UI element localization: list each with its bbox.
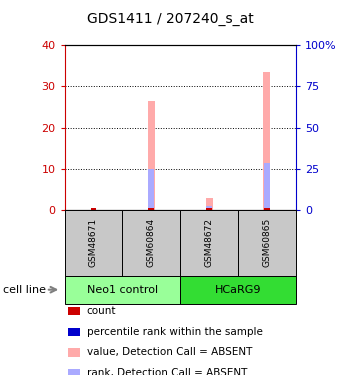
Bar [65, 210, 122, 276]
Text: Neo1 control: Neo1 control [87, 285, 158, 295]
Text: cell line: cell line [3, 285, 46, 295]
Bar [180, 210, 238, 276]
Bar [90, 209, 97, 210]
Text: rank, Detection Call = ABSENT: rank, Detection Call = ABSENT [87, 368, 247, 375]
Bar [264, 163, 270, 210]
Bar [180, 276, 296, 304]
Bar [206, 198, 212, 210]
Bar [148, 169, 154, 210]
Bar [148, 208, 154, 210]
Text: GSM48672: GSM48672 [205, 218, 214, 267]
Text: value, Detection Call = ABSENT: value, Detection Call = ABSENT [87, 348, 252, 357]
Bar [206, 206, 212, 210]
Text: count: count [87, 306, 116, 316]
Bar [206, 208, 212, 210]
Text: GDS1411 / 207240_s_at: GDS1411 / 207240_s_at [87, 12, 253, 26]
Text: GSM48671: GSM48671 [89, 218, 98, 267]
Bar [148, 101, 155, 210]
Bar [264, 208, 270, 210]
Bar [238, 210, 296, 276]
Bar [264, 72, 270, 210]
Bar [90, 208, 97, 210]
Text: GSM60865: GSM60865 [262, 218, 271, 267]
Bar [65, 276, 180, 304]
Text: percentile rank within the sample: percentile rank within the sample [87, 327, 262, 337]
Bar [122, 210, 180, 276]
Text: HCaRG9: HCaRG9 [215, 285, 261, 295]
Text: GSM60864: GSM60864 [147, 218, 156, 267]
